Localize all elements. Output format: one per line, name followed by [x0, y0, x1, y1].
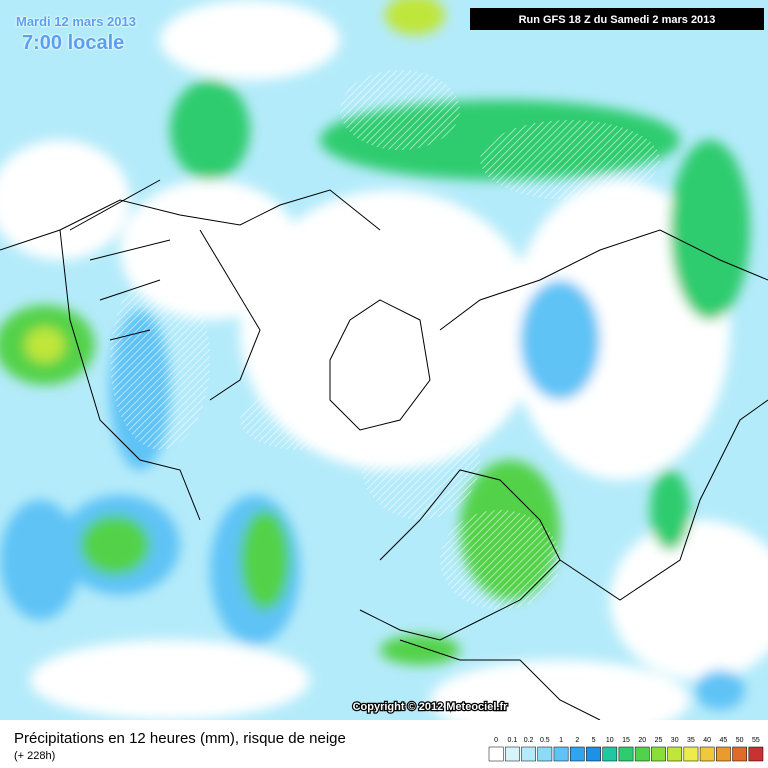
legend-label: 45 [720, 737, 728, 744]
legend-label: 30 [671, 737, 679, 744]
legend-swatch [651, 746, 666, 762]
copyright: Copyright © 2012 Meteociel.fr [353, 701, 509, 713]
legend-label: 5 [592, 737, 596, 744]
legend-label: 25 [655, 737, 663, 744]
legend-label: 0.5 [540, 737, 550, 744]
legend-label: 0.2 [524, 737, 534, 744]
legend-swatch [748, 746, 764, 762]
legend-swatch [586, 746, 601, 762]
legend-label: 0.1 [507, 737, 517, 744]
legend-swatch [602, 746, 618, 762]
legend-label: 20 [638, 737, 646, 744]
legend-swatch [683, 746, 699, 762]
legend-label: 1 [559, 737, 563, 744]
legend-swatch [521, 746, 536, 762]
legend-swatch [667, 746, 683, 762]
legend-swatch [488, 746, 504, 762]
legend-label: 40 [703, 737, 711, 744]
legend-swatch [732, 746, 748, 762]
legend-swatch [537, 746, 553, 762]
legend-swatch [634, 746, 650, 762]
legend-swatch [569, 746, 585, 762]
legend-label: 2 [575, 737, 579, 744]
legend-label: 0 [494, 737, 498, 744]
legend-swatch [618, 746, 634, 762]
coastlines [0, 179, 768, 720]
legend-swatch [504, 746, 520, 762]
run-label: Run GFS 18 Z du Samedi 2 mars 2013 [519, 14, 716, 26]
precip-fields [0, 0, 768, 720]
legend-swatch [699, 746, 715, 762]
legend-label: 55 [752, 737, 760, 744]
legend-label: 50 [736, 737, 744, 744]
legend-swatch [553, 746, 569, 762]
date-label: Mardi 12 mars 2013 [16, 14, 136, 29]
footer-lead: (+ 228h) [14, 750, 56, 762]
legend: 0 0.1 0.2 0.5 1 2 5 10 15 20 25 30 35 40 45 50 55 [488, 737, 764, 762]
time-label: 7:00 locale [22, 32, 125, 54]
legend-label: 15 [622, 737, 630, 744]
footer-title: Précipitations en 12 heures (mm), risque… [14, 730, 346, 747]
legend-swatch [716, 746, 731, 762]
map: Run GFS 18 Z du Samedi 2 mars 2013 Copyr… [0, 0, 768, 720]
snow-risk [110, 70, 660, 610]
run-box [470, 8, 764, 30]
legend-label: 10 [606, 737, 614, 744]
legend-label: 35 [687, 737, 695, 744]
